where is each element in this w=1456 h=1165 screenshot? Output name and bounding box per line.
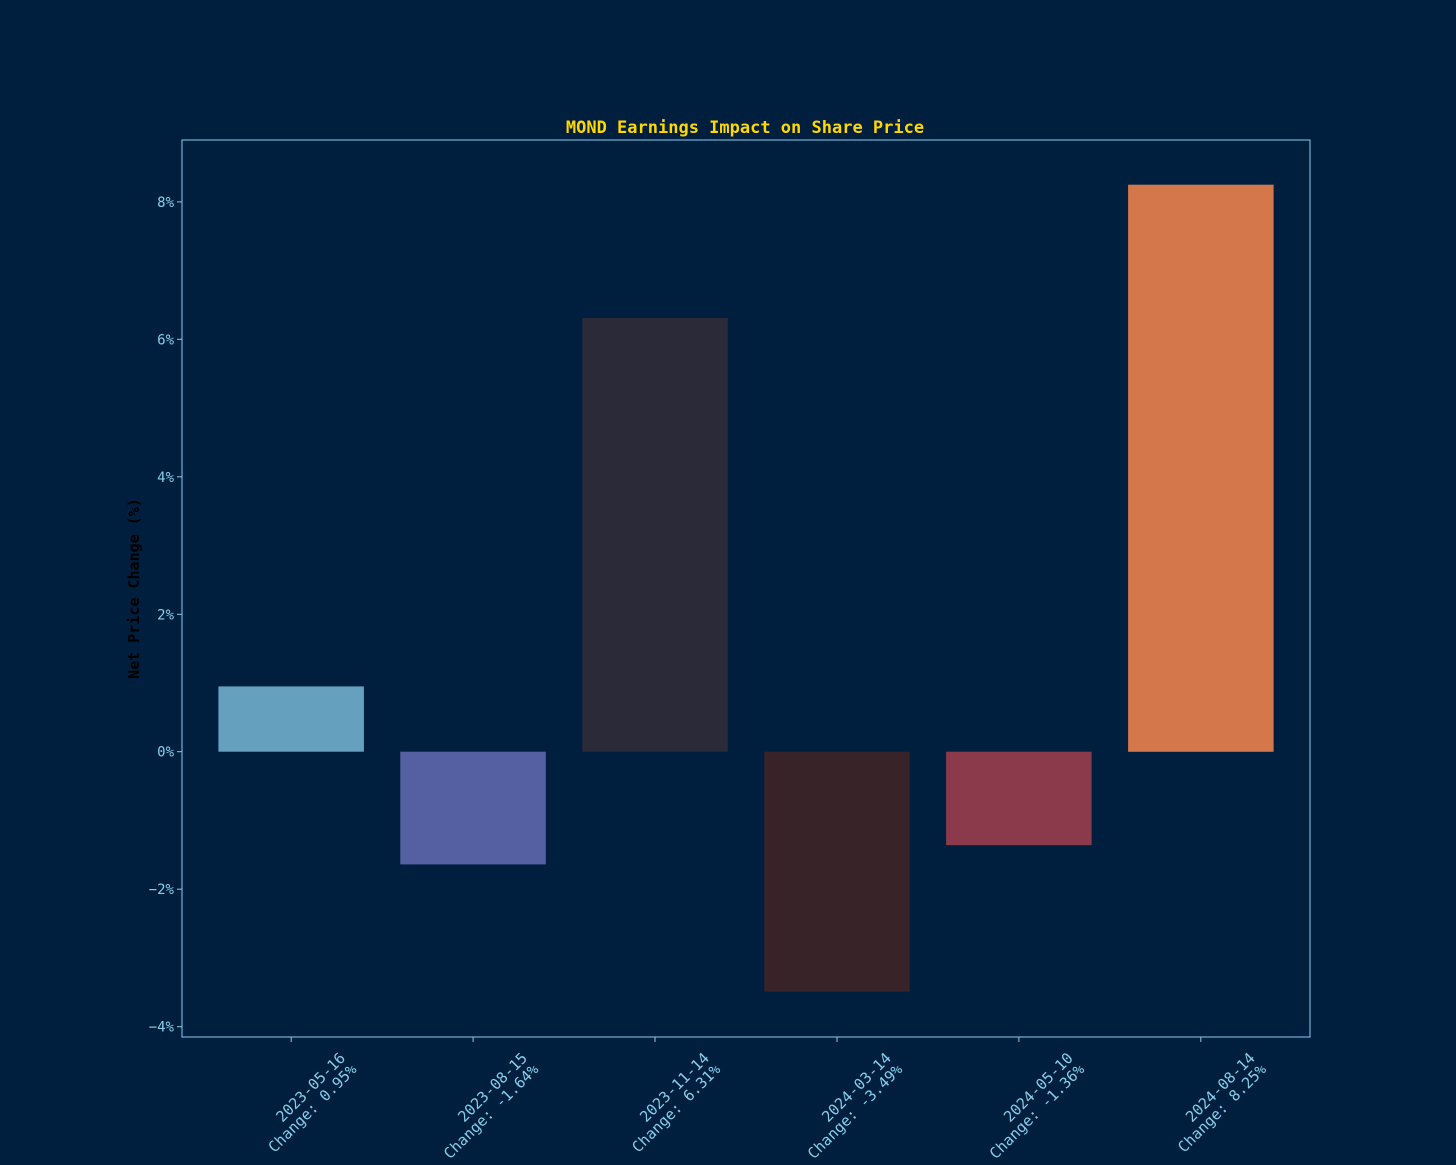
svg-text:2024-03-14Change: -3.49%: 2024-03-14Change: -3.49% <box>793 1049 906 1162</box>
x-tick-label: 2024-03-14Change: -3.49% <box>793 1049 906 1162</box>
y-axis-label: Net Price Change (%) <box>125 498 143 679</box>
bar-2023-11-14 <box>582 318 728 752</box>
svg-text:2023-11-14Change: 6.31%: 2023-11-14Change: 6.31% <box>617 1049 724 1156</box>
bar-2024-03-14 <box>764 751 910 992</box>
bars-group <box>218 184 1274 992</box>
x-tick-label: 2024-05-10Change: -1.36% <box>975 1049 1088 1162</box>
x-axis-ticks: 2023-05-16Change: 0.95% 2023-08-15Change:… <box>253 1037 1270 1163</box>
svg-text:2024-08-14Change: 8.25%: 2024-08-14Change: 8.25% <box>1163 1049 1270 1156</box>
svg-text:2024-05-10Change: -1.36%: 2024-05-10Change: -1.36% <box>975 1049 1088 1162</box>
x-tick-label: 2024-08-14Change: 8.25% <box>1163 1049 1270 1156</box>
svg-text:2023-08-15Change: -1.64%: 2023-08-15Change: -1.64% <box>429 1049 542 1162</box>
y-tick-label: 2% <box>157 607 174 623</box>
bar-2024-05-10 <box>946 751 1092 846</box>
y-tick-label: 8% <box>157 195 174 211</box>
y-tick-label: 4% <box>157 470 174 486</box>
y-tick-label: −2% <box>149 882 175 898</box>
y-axis-ticks: −4% −2% 0% 2% 4% 6% 8% <box>149 195 182 1036</box>
x-tick-label: 2023-08-15Change: -1.64% <box>429 1049 542 1162</box>
y-tick-label: −4% <box>149 1020 175 1036</box>
bar-2023-05-16 <box>218 686 364 752</box>
svg-text:2023-05-16Change: 0.95%: 2023-05-16Change: 0.95% <box>253 1049 360 1156</box>
bar-2023-08-15 <box>400 751 546 865</box>
y-tick-label: 0% <box>157 745 174 761</box>
chart-title: MOND Earnings Impact on Share Price <box>566 118 924 138</box>
x-tick-label: 2023-11-14Change: 6.31% <box>617 1049 724 1156</box>
plot-area-frame <box>181 139 1311 1038</box>
y-tick-label: 6% <box>157 332 174 348</box>
bar-2024-08-14 <box>1128 184 1274 752</box>
x-tick-label: 2023-05-16Change: 0.95% <box>253 1049 361 1156</box>
